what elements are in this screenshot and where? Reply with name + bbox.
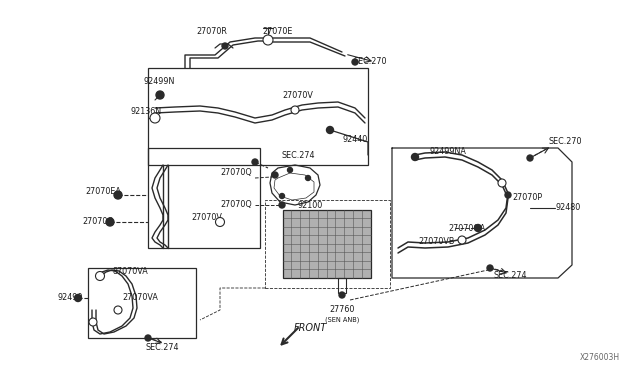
Circle shape — [145, 335, 151, 341]
Circle shape — [156, 91, 164, 99]
Text: 27070O: 27070O — [82, 218, 114, 227]
Circle shape — [216, 218, 225, 227]
Circle shape — [263, 35, 273, 45]
Circle shape — [114, 306, 122, 314]
Text: 27760: 27760 — [330, 305, 355, 314]
Text: SEC.274: SEC.274 — [145, 343, 179, 353]
Circle shape — [279, 202, 285, 208]
Circle shape — [95, 272, 104, 280]
Text: 92499N: 92499N — [143, 77, 175, 87]
Bar — [338, 278, 346, 293]
Circle shape — [252, 159, 258, 165]
Text: 27070Q: 27070Q — [220, 201, 252, 209]
Circle shape — [352, 59, 358, 65]
Text: SEC.274: SEC.274 — [493, 270, 527, 279]
Text: 92440: 92440 — [342, 135, 367, 144]
Text: SEC.274: SEC.274 — [281, 151, 315, 160]
Circle shape — [305, 176, 310, 180]
Circle shape — [287, 167, 292, 173]
Circle shape — [474, 224, 481, 231]
Circle shape — [458, 236, 466, 244]
Bar — [283, 210, 371, 278]
Text: 27070V: 27070V — [283, 90, 314, 99]
Text: 27070P: 27070P — [512, 193, 542, 202]
Text: 27070Q: 27070Q — [220, 167, 252, 176]
Bar — [148, 68, 368, 165]
Text: SEC.270: SEC.270 — [548, 138, 582, 147]
Text: X276003H: X276003H — [580, 353, 620, 362]
Circle shape — [487, 265, 493, 271]
Text: 92100: 92100 — [298, 201, 323, 209]
Text: (SEN ANB): (SEN ANB) — [325, 317, 359, 323]
Circle shape — [114, 191, 122, 199]
Text: 92499NA: 92499NA — [429, 148, 467, 157]
Circle shape — [272, 172, 278, 178]
Circle shape — [505, 192, 511, 198]
Circle shape — [106, 218, 114, 226]
Circle shape — [74, 295, 81, 301]
Text: 27070QA: 27070QA — [448, 224, 485, 232]
Text: FRONT: FRONT — [293, 323, 326, 333]
Text: 87070VA: 87070VA — [112, 267, 148, 276]
Text: 92480: 92480 — [555, 203, 580, 212]
Bar — [148, 148, 260, 248]
Circle shape — [326, 126, 333, 134]
Circle shape — [498, 179, 506, 187]
Circle shape — [291, 106, 299, 114]
Text: 92490: 92490 — [58, 294, 83, 302]
Text: 27070V: 27070V — [191, 214, 222, 222]
Text: 92136N: 92136N — [131, 108, 162, 116]
Bar — [265, 200, 390, 288]
Circle shape — [222, 43, 228, 49]
Circle shape — [339, 292, 345, 298]
Bar — [88, 268, 196, 338]
Text: 27070R: 27070R — [196, 28, 227, 36]
Circle shape — [89, 318, 97, 326]
Text: 27070E: 27070E — [263, 28, 293, 36]
Text: 27070VA: 27070VA — [122, 294, 158, 302]
Text: 27070VB: 27070VB — [418, 237, 454, 247]
Circle shape — [150, 113, 160, 123]
Text: SEC.270: SEC.270 — [353, 58, 387, 67]
Circle shape — [412, 154, 419, 160]
Circle shape — [527, 155, 533, 161]
Text: 27070EA: 27070EA — [85, 187, 121, 196]
Circle shape — [280, 193, 285, 199]
